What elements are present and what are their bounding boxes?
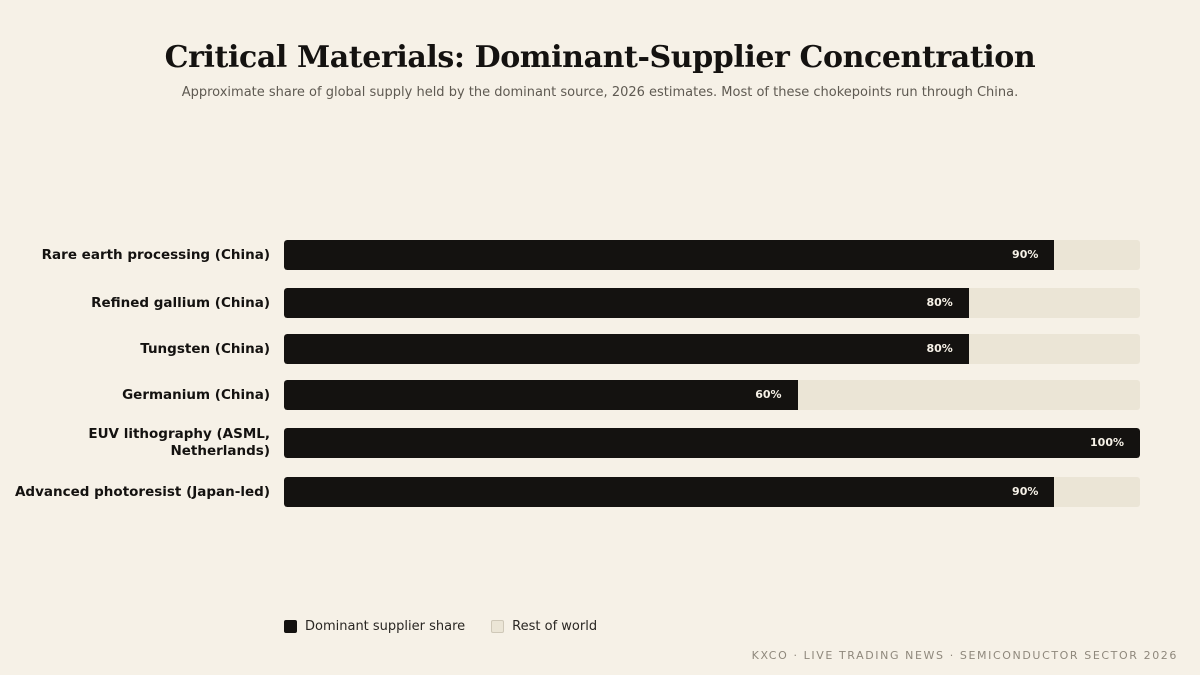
bar-track-rest-of-world: 100%: [284, 428, 1140, 458]
chart-subtitle: Approximate share of global supply held …: [181, 85, 1019, 100]
bar-dominant-share: [284, 240, 1055, 270]
legend-item-dominant: Dominant supplier share: [284, 619, 465, 634]
bar-value-label: 100%: [1090, 436, 1124, 449]
bar-dominant-share: [284, 380, 798, 410]
legend-label-dominant: Dominant supplier share: [305, 619, 466, 634]
bar-value-label: 90%: [1012, 248, 1039, 261]
legend-swatch-rest: [491, 620, 505, 633]
bar-value-label: 90%: [1012, 485, 1039, 498]
legend-item-rest: Rest of world: [491, 619, 597, 634]
bar-track-rest-of-world: 60%: [284, 380, 1140, 410]
footer-credit: KXCO · LIVE TRADING NEWS · SEMICONDUCTOR…: [751, 649, 1178, 662]
bar-track-rest-of-world: 80%: [284, 288, 1140, 318]
legend-label-rest: Rest of world: [512, 619, 598, 634]
category-label: Rare earth processing (China): [41, 246, 270, 263]
bar-value-label: 60%: [755, 388, 782, 401]
bar-value-label: 80%: [926, 342, 953, 355]
bar-value-label: 80%: [926, 296, 953, 309]
legend: Dominant supplier share Rest of world: [284, 619, 623, 634]
bar-dominant-share: [284, 334, 969, 364]
legend-swatch-dominant: [284, 620, 297, 633]
bar-dominant-share: [284, 428, 1140, 458]
bar-track-rest-of-world: 90%: [284, 477, 1140, 507]
category-label: Germanium (China): [122, 386, 270, 403]
bar-dominant-share: [284, 477, 1055, 507]
bar-track-rest-of-world: 80%: [284, 334, 1140, 364]
chart-title: Critical Materials: Dominant-Supplier Co…: [164, 40, 1036, 75]
bar-track-rest-of-world: 90%: [284, 240, 1140, 270]
category-label: EUV lithography (ASML, Netherlands): [88, 426, 270, 459]
category-label: Advanced photoresist (Japan-led): [14, 483, 270, 500]
category-label: Refined gallium (China): [91, 294, 270, 311]
category-label: Tungsten (China): [140, 340, 270, 357]
bar-dominant-share: [284, 288, 969, 318]
